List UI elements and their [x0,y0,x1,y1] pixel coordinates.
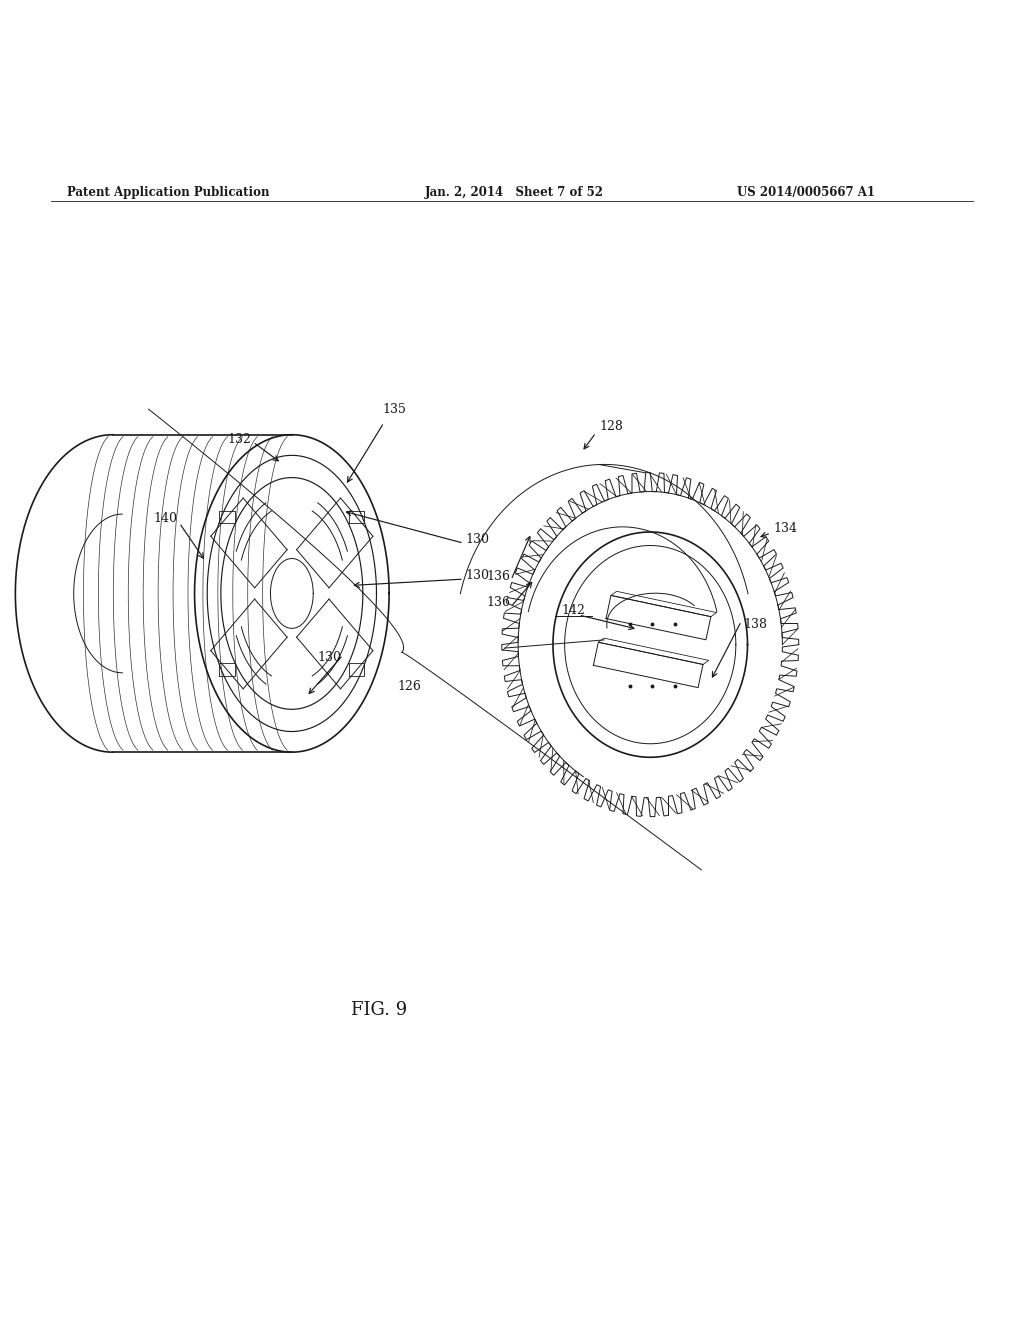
Text: 130: 130 [466,533,489,545]
Text: 136: 136 [486,569,510,582]
Text: Jan. 2, 2014   Sheet 7 of 52: Jan. 2, 2014 Sheet 7 of 52 [425,186,604,198]
Text: 130: 130 [317,652,341,664]
Text: 134: 134 [773,523,797,536]
Text: 142: 142 [561,605,586,618]
Text: US 2014/0005667 A1: US 2014/0005667 A1 [737,186,876,198]
Text: FIG. 9: FIG. 9 [351,1001,407,1019]
Text: 126: 126 [397,681,422,693]
Text: Patent Application Publication: Patent Application Publication [67,186,269,198]
Text: 130: 130 [466,569,489,582]
Text: 140: 140 [154,512,177,525]
Text: 136: 136 [486,597,510,609]
Text: 132: 132 [227,433,251,446]
Text: 135: 135 [382,404,407,416]
Text: 128: 128 [599,420,623,433]
Text: 138: 138 [743,618,767,631]
